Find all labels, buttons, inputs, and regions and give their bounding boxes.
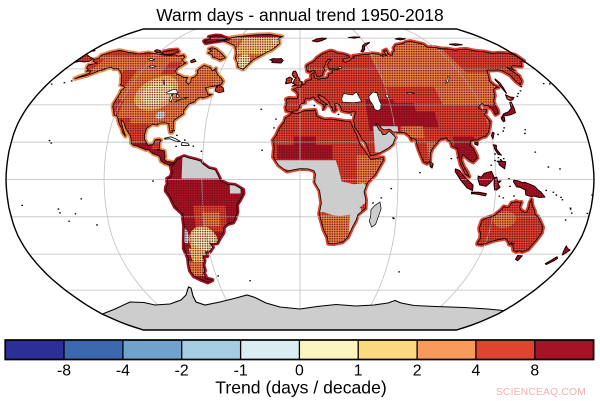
- svg-text:-2: -2: [175, 362, 189, 379]
- svg-text:4: 4: [472, 362, 481, 379]
- svg-text:-1: -1: [234, 362, 248, 379]
- svg-text:2: 2: [413, 362, 422, 379]
- svg-text:-4: -4: [116, 362, 130, 379]
- svg-text:Warm days - annual trend 1950-: Warm days - annual trend 1950-2018: [156, 5, 443, 25]
- svg-text:8: 8: [530, 362, 539, 379]
- svg-text:1: 1: [354, 362, 363, 379]
- svg-text:-8: -8: [57, 362, 71, 379]
- svg-text:SCIENCEAQ.COM: SCIENCEAQ.COM: [496, 387, 586, 398]
- svg-text:Trend (days / decade): Trend (days / decade): [215, 378, 386, 398]
- svg-text:0: 0: [295, 362, 304, 379]
